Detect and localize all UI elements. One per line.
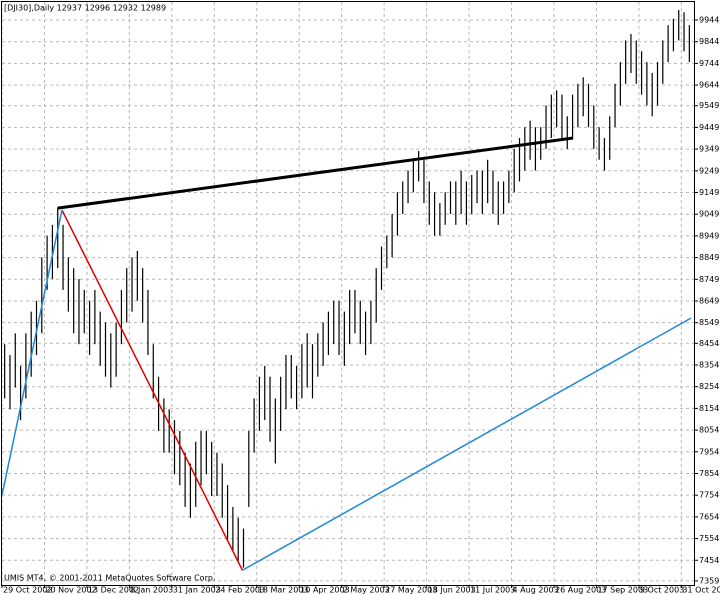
- grid: [1, 2, 695, 585]
- y-tick-label: 8354: [699, 360, 719, 369]
- y-tick-label: 8649: [699, 296, 719, 305]
- y-tick-label: 9149: [699, 188, 719, 197]
- y-tick-label: 7554: [699, 534, 719, 543]
- y-tick-label: 9349: [699, 145, 719, 154]
- y-tick-label: 9744: [699, 59, 719, 68]
- x-tick-label: 27 May 2003: [385, 586, 437, 595]
- y-tick-label: 9944: [699, 16, 719, 25]
- y-tick-label: 8054: [699, 426, 719, 435]
- y-tick-label: 8849: [699, 253, 719, 262]
- x-tick-label: 11 Jul 2003: [470, 586, 515, 595]
- price-bars: [4, 10, 690, 568]
- x-tick-label: 24 Feb 2003: [215, 586, 265, 595]
- footer: UMIS MT4, © 2001-2011 MetaQuotes Softwar…: [4, 574, 216, 583]
- y-tick-label: 9449: [699, 123, 719, 132]
- y-tick-label: 9049: [699, 210, 719, 219]
- x-tick-label: 2 May 2003: [343, 586, 390, 595]
- y-tick-label: 9644: [699, 81, 719, 90]
- x-tick-label: 9 Oct 2003: [640, 586, 684, 595]
- y-tick-label: 8154: [699, 404, 719, 413]
- y-tick-label: 8254: [699, 382, 719, 391]
- x-tick-label: 18 Jun 2003: [428, 586, 476, 595]
- y-tick-label: 8749: [699, 275, 719, 284]
- trendline: [61, 209, 244, 571]
- y-tick-label: 7854: [699, 469, 719, 478]
- x-tick-label: 20 Nov 2002: [45, 586, 96, 595]
- y-tick-label: 9844: [699, 37, 719, 46]
- y-tick-label: 7359: [699, 576, 719, 585]
- chart-title: [DJI30],Daily 12937 12996 12932 12989: [4, 4, 166, 13]
- y-tick-label: 7954: [699, 447, 719, 456]
- x-tick-label: 18 Mar 2003: [258, 586, 309, 595]
- plot-frame: [1, 1, 695, 586]
- y-tick-label: 8549: [699, 318, 719, 327]
- x-tick-label: 13 Dec 2002: [88, 586, 139, 595]
- y-tick-label: 8454: [699, 339, 719, 348]
- y-tick-label: 8949: [699, 231, 719, 240]
- x-tick-label: 29 Oct 2002: [3, 586, 52, 595]
- x-tick-label: 31 Oct 2003: [682, 586, 720, 595]
- trendline: [1, 209, 63, 496]
- x-tick-label: 4 Aug 2003: [513, 586, 559, 595]
- y-tick-label: 7654: [699, 512, 719, 521]
- y-tick-label: 9549: [699, 101, 719, 110]
- x-tick-label: 31 Jan 2003: [173, 586, 221, 595]
- x-tick-label: 17 Sep 2003: [597, 586, 648, 595]
- y-tick-label: 7754: [699, 491, 719, 500]
- trendlines: [1, 136, 692, 571]
- x-tick-label: 8 Jan 2003: [130, 586, 173, 595]
- y-tick-label: 9249: [699, 166, 719, 175]
- x-tick-label: 10 Apr 2003: [300, 586, 349, 595]
- y-tick-label: 7454: [699, 556, 719, 565]
- trendline: [57, 136, 574, 210]
- x-tick-label: 26 Aug 2003: [555, 586, 606, 595]
- trendline: [242, 317, 692, 571]
